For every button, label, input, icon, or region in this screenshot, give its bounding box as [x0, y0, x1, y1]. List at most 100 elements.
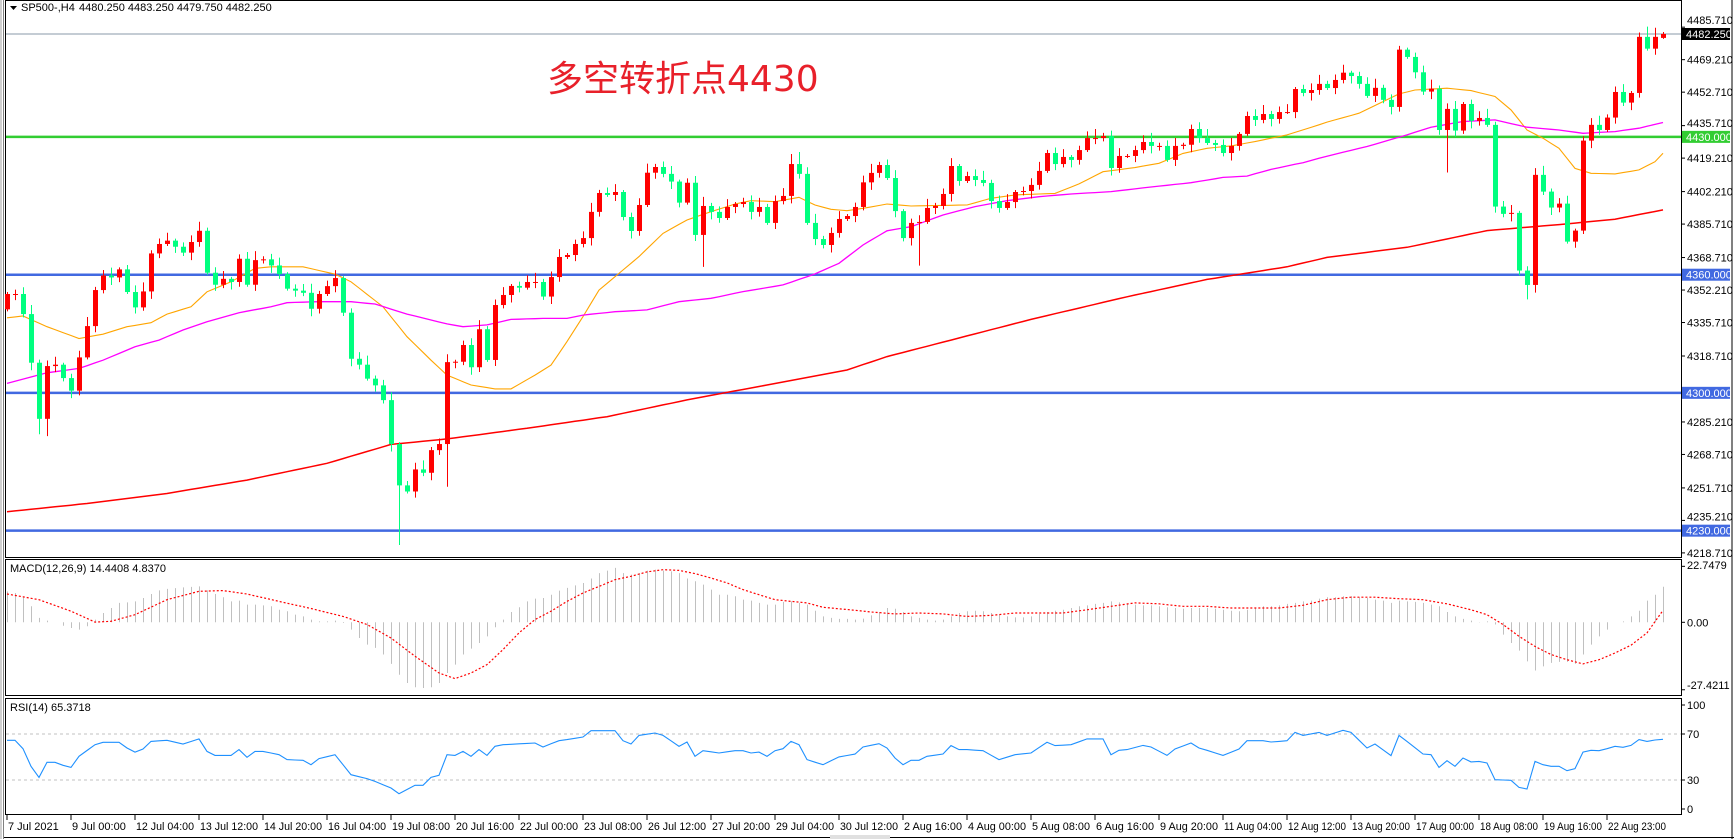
time-tick-label: 13 Jul 12:00 [200, 821, 258, 833]
time-tick-label: 16 Jul 04:00 [328, 821, 386, 833]
rsi-title: RSI(14) 65.3718 [10, 702, 91, 714]
candle-bull [741, 202, 746, 205]
time-tick-label: 17 Aug 00:00 [1416, 821, 1474, 833]
candle-bull [1373, 87, 1378, 96]
candle-bull [429, 450, 434, 473]
candle-bear [1405, 49, 1410, 57]
candle-bull [461, 344, 466, 362]
macd-panel[interactable]: MACD(12,26,9) 14.4408 4.8370 22.7479 0.00… [5, 559, 1730, 696]
candle-bear [997, 201, 1002, 208]
candle-bear [1357, 76, 1362, 84]
candle-bear [541, 281, 546, 297]
candle-bear [397, 444, 402, 486]
candle-bull [117, 269, 122, 278]
symbol-timeframe: SP500-,H4 [21, 2, 75, 14]
candle-bull [557, 256, 562, 278]
candle-bull [533, 281, 538, 283]
level-price-label: 4360.000 [1686, 270, 1732, 282]
candle-bull [1125, 155, 1130, 157]
candle-bear [973, 176, 978, 180]
current-price-label: 4482.250 [1686, 29, 1732, 41]
rsi-panel[interactable]: RSI(14) 65.3718 100 70 30 0 [5, 698, 1706, 817]
candle-bull [1045, 153, 1050, 171]
candle-bear [229, 278, 234, 282]
header-label: SP500-,H4 4480.250 4483.250 4479.750 448… [10, 2, 272, 14]
candle-bear [893, 178, 898, 212]
candle-bull [5, 293, 10, 310]
candle-bear [957, 166, 962, 181]
candle-bear [1413, 56, 1418, 73]
candle-bull [869, 172, 874, 183]
candle-bear [365, 364, 370, 379]
candle-bull [1245, 115, 1250, 134]
candle-bull [1429, 88, 1434, 92]
candle-bear [61, 364, 66, 379]
candles [5, 26, 1666, 546]
candle-bear [1205, 138, 1210, 143]
candle-bull [413, 469, 418, 492]
time-tick-label: 19 Jul 08:00 [392, 821, 450, 833]
candle-bear [1645, 36, 1650, 49]
candle-bull [949, 166, 954, 194]
time-tick-label: 30 Jul 12:00 [840, 821, 898, 833]
time-tick-label: 18 Aug 08:00 [1480, 821, 1538, 833]
candle-bear [1221, 144, 1226, 154]
candle-bear [69, 378, 74, 391]
candle-bear [133, 292, 138, 308]
candle-bear [1421, 72, 1426, 92]
candle-bull [933, 205, 938, 208]
candle-bull [1445, 108, 1450, 130]
candle-bull [1605, 117, 1610, 130]
horizontal-scrollbar[interactable] [830, 835, 890, 839]
candle-bull [877, 165, 882, 173]
candle-bull [597, 192, 602, 212]
candle-bear [1453, 108, 1458, 131]
price-tick-label: 4402.210 [1687, 187, 1733, 199]
price-tick-label: 4352.210 [1687, 285, 1733, 297]
candle-bull [1637, 36, 1642, 93]
price-tick-label: 4435.710 [1687, 118, 1733, 130]
candle-bear [1517, 212, 1522, 271]
candle-bull [197, 230, 202, 243]
candle-bull [845, 216, 850, 219]
candle-bull [1589, 124, 1594, 141]
ma-fast-line [6, 87, 1664, 390]
candle-bull [333, 278, 338, 287]
candle-bear [765, 206, 770, 223]
annotation-text: 多空转折点4430 [547, 59, 819, 100]
candle-bull [437, 444, 442, 451]
price-tick-label: 4385.710 [1687, 219, 1733, 231]
candle-bear [181, 246, 186, 253]
candle-bull [445, 362, 450, 445]
candle-bear [1349, 72, 1354, 77]
candle-bull [1285, 112, 1290, 114]
candle-bear [349, 312, 354, 359]
time-tick-label: 11 Aug 04:00 [1224, 821, 1282, 833]
moving-averages [6, 87, 1664, 513]
price-tick-label: 4285.210 [1687, 417, 1733, 429]
price-tick-label: 4419.210 [1687, 153, 1733, 165]
time-tick-label: 22 Aug 23:00 [1608, 821, 1666, 833]
candle-bull [685, 182, 690, 203]
candle-bull [549, 277, 554, 297]
candle-bear [717, 211, 722, 218]
candle-bear [1485, 117, 1490, 125]
candle-bull [1157, 145, 1162, 147]
candle-bear [269, 259, 274, 266]
time-tick-label: 26 Jul 12:00 [648, 821, 706, 833]
price-panel-border [5, 0, 1682, 558]
candle-bull [1661, 33, 1666, 38]
level-price-label: 4230.000 [1686, 526, 1732, 538]
price-panel[interactable]: SP500-,H4 4480.250 4483.250 4479.750 448… [5, 0, 1682, 558]
dropdown-triangle-icon[interactable] [10, 6, 17, 10]
price-tick-label: 4251.710 [1687, 483, 1733, 495]
candle-bull [1581, 140, 1586, 231]
macd-axis: 22.7479 0.00 -27.4211 [1681, 560, 1730, 692]
candle-bear [341, 278, 346, 313]
time-tick-label: 14 Jul 20:00 [264, 821, 322, 833]
candle-bear [21, 293, 26, 315]
candle-bear [821, 239, 826, 245]
candle-bear [749, 202, 754, 212]
candle-bear [1597, 124, 1602, 130]
